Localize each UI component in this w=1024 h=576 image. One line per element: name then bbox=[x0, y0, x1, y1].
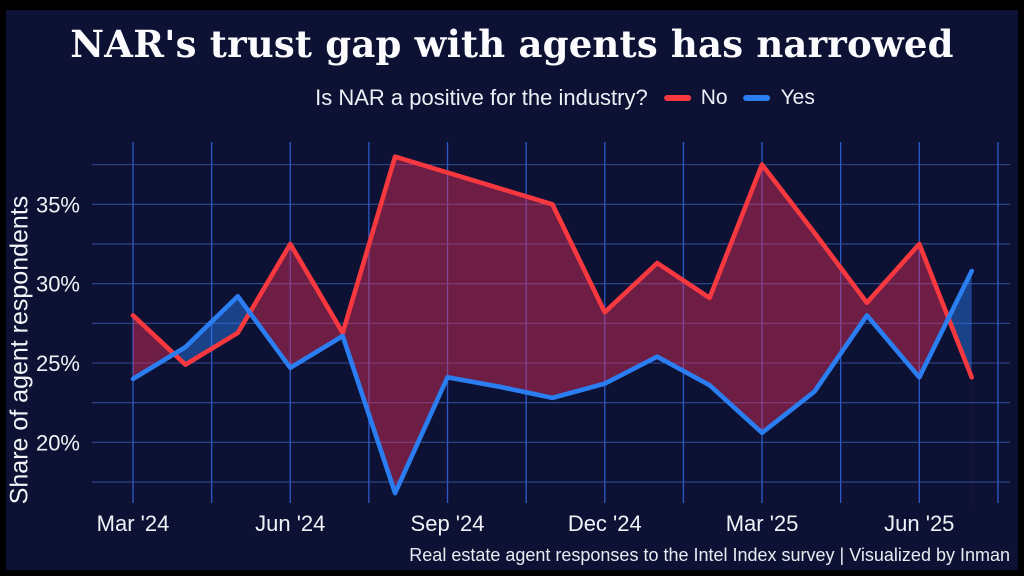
chart-question: Is NAR a positive for the industry? bbox=[315, 85, 648, 110]
legend-item-no: No bbox=[663, 86, 728, 110]
subtitle-legend-row: Is NAR a positive for the industry? No Y… bbox=[315, 85, 815, 111]
x-tick-label: Dec '24 bbox=[568, 511, 642, 536]
x-tick-label: Sep '24 bbox=[411, 511, 485, 536]
grid-lines bbox=[92, 142, 1010, 503]
no-above-yes-area bbox=[133, 156, 972, 506]
y-tick-label: 25% bbox=[36, 351, 80, 376]
yes-above-no-area bbox=[133, 271, 972, 506]
no-line bbox=[130, 154, 975, 380]
x-tick-label: Jun '24 bbox=[255, 511, 325, 536]
x-tick-labels: Mar '24 Jun '24 Sep '24 Dec '24 Mar '25 Jun '… bbox=[97, 511, 955, 536]
legend-item-yes: Yes bbox=[743, 86, 815, 110]
y-tick-label: 35% bbox=[36, 192, 80, 217]
yes-line bbox=[130, 268, 975, 496]
x-tick-label: Mar '24 bbox=[97, 511, 170, 536]
x-tick-label: Mar '25 bbox=[726, 511, 799, 536]
y-tick-labels: 35% 30% 25% 20% bbox=[36, 192, 80, 455]
legend-label-no: No bbox=[700, 86, 728, 109]
y-tick-label: 20% bbox=[36, 430, 80, 455]
yes-series-dash-icon bbox=[743, 95, 771, 101]
legend-label-yes: Yes bbox=[780, 86, 815, 109]
no-series-dash-icon bbox=[663, 95, 691, 101]
page-title: NAR's trust gap with agents has narrowed bbox=[70, 22, 954, 66]
y-axis-title: Share of agent respondents bbox=[5, 195, 34, 505]
source-caption: Real estate agent responses to the Intel… bbox=[409, 545, 1010, 565]
plot-background bbox=[6, 10, 1018, 570]
y-tick-label: 30% bbox=[36, 272, 80, 297]
x-tick-label: Jun '25 bbox=[884, 511, 954, 536]
